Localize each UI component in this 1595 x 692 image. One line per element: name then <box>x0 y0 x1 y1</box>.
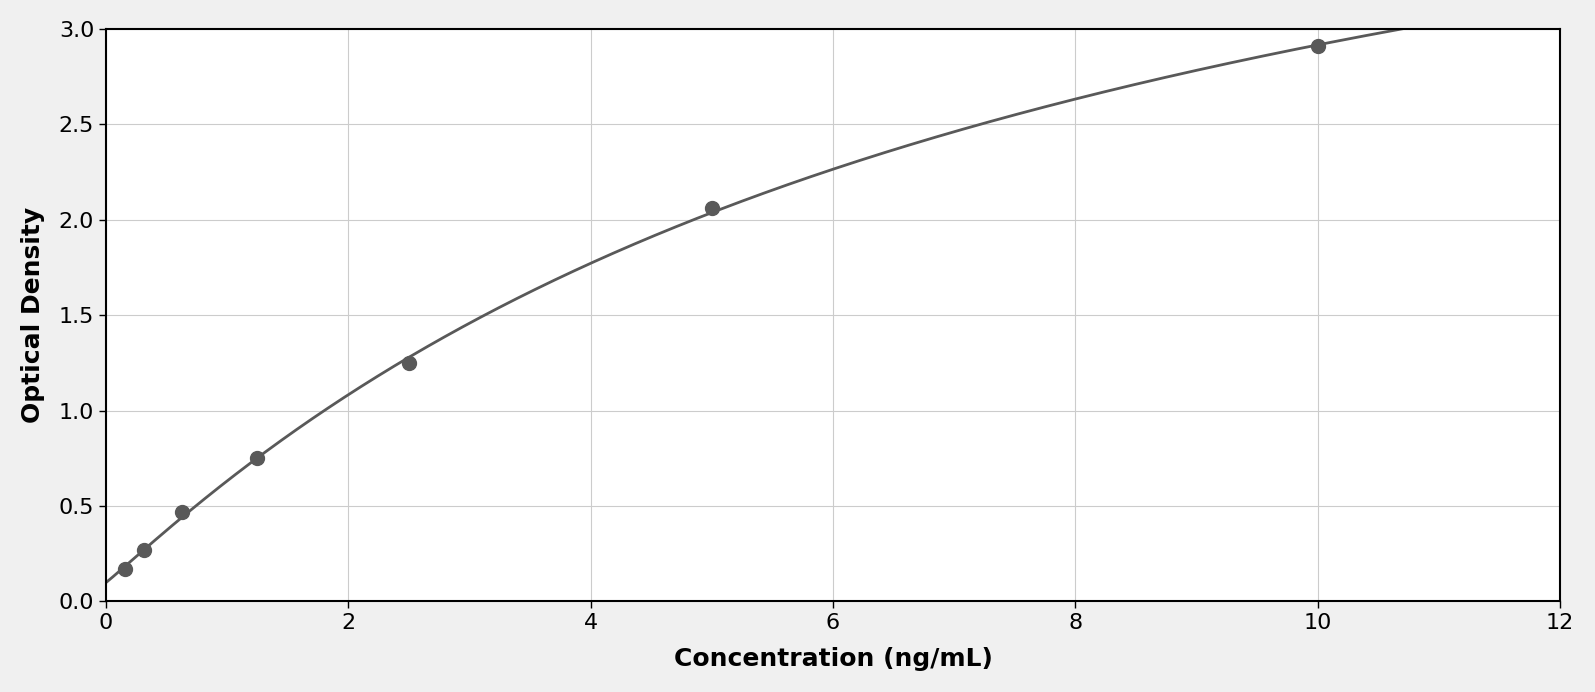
Point <box>396 357 421 368</box>
Point <box>131 545 156 556</box>
Y-axis label: Optical Density: Optical Density <box>21 207 45 424</box>
Point <box>244 453 270 464</box>
Point <box>112 563 137 574</box>
X-axis label: Concentration (ng/mL): Concentration (ng/mL) <box>673 647 992 671</box>
Point <box>169 507 195 518</box>
Point <box>1305 40 1330 51</box>
Point <box>699 203 724 214</box>
